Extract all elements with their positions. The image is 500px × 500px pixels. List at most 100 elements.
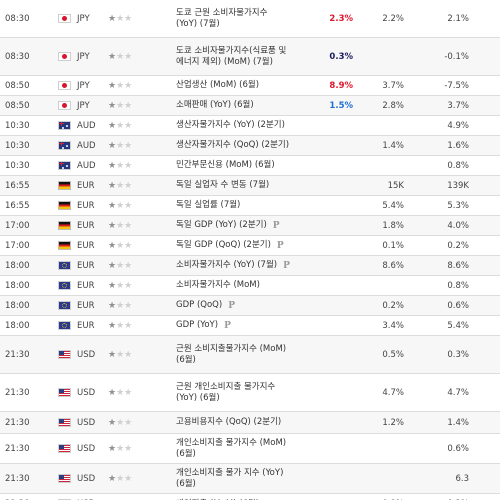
previous-value: 6.3: [455, 473, 469, 484]
calendar-row[interactable]: 08:30 JPY ★ ★ ★ 도쿄 근원 소비자물가지수 (YoY) (7월) 2.3% 2.…: [0, 0, 500, 38]
calendar-row[interactable]: 16:55 EUR ★ ★ ★ 독일 실업자 수 변동 (7월) 15K 139K: [0, 176, 500, 196]
currency-code: AUD: [77, 160, 96, 171]
calendar-row[interactable]: 08:50 JPY ★ ★ ★ 산업생산 (MoM) (6월) 8.9% 3.7% -7.5%: [0, 76, 500, 96]
forecast-value: [362, 38, 404, 75]
calendar-row[interactable]: 08:30 JPY ★ ★ ★ 도쿄 소비자물가지수(식료품 및 에너지 제외) (MoM)…: [0, 38, 500, 76]
actual-value: 0.3%: [329, 51, 353, 62]
event-name-line: 개인소비지출 물가지수 (MoM): [176, 437, 287, 448]
forecast-value: 2.8%: [382, 100, 404, 111]
forecast-value: [362, 464, 404, 493]
star-icon: ★: [108, 300, 117, 311]
calendar-row[interactable]: 21:30 USD ★ ★ ★ 근원 개인소비지출 물가지수 (YoY) (6월) 4.7% 4…: [0, 374, 500, 412]
event-name-line: (6월): [176, 478, 196, 489]
importance-stars: ★★★: [108, 336, 144, 373]
event-name[interactable]: 소비자물가지수 (MoM): [176, 276, 316, 295]
calendar-row[interactable]: 17:00 EUR ★ ★ ★ 독일 GDP (YoY) (2분기) 1.8% 4.0% P: [0, 216, 500, 236]
previous-value: 0.8%: [447, 160, 469, 171]
forecast-value: [362, 156, 404, 175]
event-name[interactable]: 독일 실업률 (7월): [176, 196, 316, 215]
event-name-line: 고용비용지수 (QoQ) (2분기): [176, 417, 282, 427]
previous-value: 5.4%: [447, 320, 469, 331]
currency-code: USD: [77, 349, 96, 360]
actual-value: [318, 296, 353, 315]
forecast-value: 2.2%: [382, 13, 404, 24]
star-icon: ★: [124, 80, 133, 91]
forecast-value: 0.2%: [382, 300, 404, 311]
event-time: 08:30: [5, 13, 30, 24]
event-name[interactable]: GDP (YoY): [176, 316, 316, 335]
event-time: 10:30: [5, 120, 30, 131]
star-icon: ★: [108, 240, 117, 251]
event-name-line: 생산자물가지수 (YoY) (2분기): [176, 120, 285, 130]
event-name[interactable]: 소비자물가지수 (YoY) (7월): [176, 256, 316, 275]
event-name[interactable]: 고용비용지수 (QoQ) (2분기): [176, 412, 316, 433]
currency-code: EUR: [77, 240, 95, 251]
calendar-row[interactable]: 16:55 EUR ★ ★ ★ 독일 실업률 (7월) 5.4% 5.3%: [0, 196, 500, 216]
event-name[interactable]: 산업생산 (MoM) (6월): [176, 76, 316, 95]
star-icon: ★: [108, 120, 117, 131]
calendar-row[interactable]: 18:00 EUR ★ ★ ★ GDP (QoQ) 0.2% 0.6% P: [0, 296, 500, 316]
star-icon: ★: [124, 140, 133, 151]
event-time: 18:00: [5, 320, 30, 331]
event-name[interactable]: 독일 실업자 수 변동 (7월): [176, 176, 316, 195]
calendar-row[interactable]: 21:30 USD ★ ★ ★ 고용비용지수 (QoQ) (2분기) 1.2% 1.4%: [0, 412, 500, 434]
star-icon: ★: [116, 387, 125, 398]
event-time: 17:00: [5, 220, 30, 231]
forecast-value: [362, 434, 404, 463]
calendar-row[interactable]: 21:30 USD ★ ★ ★ 개인소비지출 물가지수 (MoM) (6월) 0.6%: [0, 434, 500, 464]
previous-value: 0.6%: [447, 443, 469, 454]
event-name[interactable]: 개인소비지출 물가 지수 (YoY) (6월): [176, 464, 316, 493]
previous-value: 0.6%: [447, 300, 469, 311]
event-time: 21:30: [5, 494, 45, 500]
event-name-line: 개인소비지출 물가 지수 (YoY): [176, 467, 284, 478]
event-name[interactable]: 도쿄 근원 소비자물가지수 (YoY) (7월): [176, 0, 316, 37]
event-name-line: 도쿄 소비자물가지수(식료품 및: [176, 45, 287, 56]
star-icon: ★: [108, 100, 117, 111]
calendar-row[interactable]: 17:00 EUR ★ ★ ★ 독일 GDP (QoQ) (2분기) 0.1% 0.2% P: [0, 236, 500, 256]
actual-value: 1.5%: [329, 100, 353, 111]
calendar-row[interactable]: 18:00 EUR ★ ★ ★ 소비자물가지수 (YoY) (7월) 8.6% 8.6% P: [0, 256, 500, 276]
star-icon: ★: [116, 300, 125, 311]
previous-value: 4.9%: [447, 120, 469, 131]
country-flag-icon: [58, 280, 71, 290]
star-icon: ★: [108, 80, 117, 91]
country-flag-icon: [58, 51, 71, 61]
calendar-row[interactable]: 18:00 EUR ★ ★ ★ 소비자물가지수 (MoM) 0.8%: [0, 276, 500, 296]
event-name[interactable]: 소매판매 (YoY) (6월): [176, 96, 316, 115]
event-time: 16:55: [5, 180, 30, 191]
event-name[interactable]: 생산자물가지수 (YoY) (2분기): [176, 116, 316, 135]
event-name[interactable]: 독일 GDP (YoY) (2분기): [176, 216, 316, 235]
calendar-row[interactable]: 10:30 AUD ★ ★ ★ 생산자물가지수 (YoY) (2분기) 4.9%: [0, 116, 500, 136]
importance-stars: ★★★: [108, 76, 144, 95]
star-icon: ★: [108, 200, 117, 211]
star-icon: ★: [116, 160, 125, 171]
calendar-row[interactable]: 18:00 EUR ★ ★ ★ GDP (YoY) 3.4% 5.4% P: [0, 316, 500, 336]
currency-code: EUR: [77, 220, 95, 231]
event-name[interactable]: 독일 GDP (QoQ) (2분기): [176, 236, 316, 255]
currency-code: USD: [77, 387, 96, 398]
event-name-line: 독일 GDP (YoY) (2분기): [176, 220, 267, 230]
event-name[interactable]: GDP (QoQ): [176, 296, 316, 315]
event-name[interactable]: 근원 개인소비지출 물가지수 (YoY) (6월): [176, 374, 316, 411]
calendar-row[interactable]: 08:50 JPY ★ ★ ★ 소매판매 (YoY) (6월) 1.5% 2.8% 3.7%: [0, 96, 500, 116]
event-time: 21:30: [5, 473, 30, 484]
calendar-row[interactable]: 10:30 AUD ★ ★ ★ 민간부문신용 (MoM) (6월) 0.8%: [0, 156, 500, 176]
previous-value: 0.3%: [447, 349, 469, 360]
star-icon: ★: [116, 240, 125, 251]
calendar-row[interactable]: 10:30 AUD ★ ★ ★ 생산자물가지수 (QoQ) (2분기) 1.4% 1.6%: [0, 136, 500, 156]
calendar-row[interactable]: 21:30 USD ★ ★ ★ 근원 소비지출물가지수 (MoM) (6월) 0.5% 0.3%: [0, 336, 500, 374]
star-icon: ★: [116, 13, 125, 24]
actual-value: [318, 434, 353, 463]
forecast-value: 1.8%: [382, 220, 404, 231]
event-name[interactable]: 개인소비지출 물가지수 (MoM) (6월): [176, 434, 316, 463]
calendar-row[interactable]: 21:30 USD★★★ 개인지출 (MoM) (6월) 0.9% 0.2%: [0, 494, 500, 500]
event-name[interactable]: 근원 소비지출물가지수 (MoM) (6월): [176, 336, 316, 373]
importance-stars: ★★★: [108, 464, 144, 493]
event-name[interactable]: 민간부문신용 (MoM) (6월): [176, 156, 316, 175]
star-icon: ★: [116, 200, 125, 211]
calendar-row[interactable]: 21:30 USD ★ ★ ★ 개인소비지출 물가 지수 (YoY) (6월) 6.3: [0, 464, 500, 494]
event-name[interactable]: 생산자물가지수 (QoQ) (2분기): [176, 136, 316, 155]
event-name[interactable]: 개인지출 (MoM) (6월): [176, 494, 316, 500]
forecast-value: 1.4%: [382, 140, 404, 151]
event-name[interactable]: 도쿄 소비자물가지수(식료품 및 에너지 제외) (MoM) (7월): [176, 38, 316, 75]
